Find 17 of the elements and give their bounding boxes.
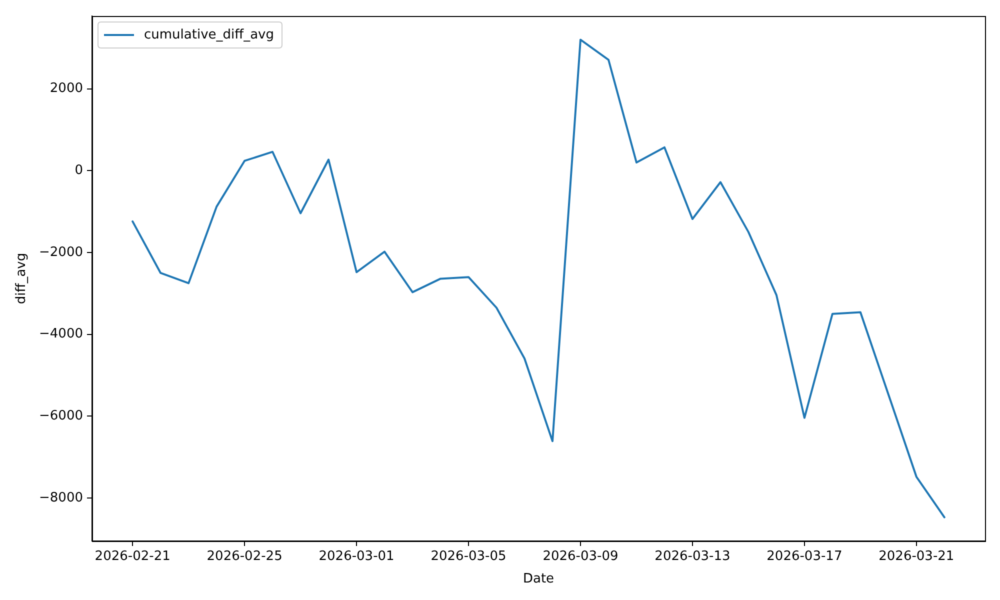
x-tick-label: 2026-03-09 [542,549,618,564]
y-tick-label: 0 [74,163,83,178]
y-tick-label: −4000 [39,326,83,342]
x-tick-label: 2026-03-21 [878,549,954,564]
x-tick-label: 2026-03-05 [430,549,506,564]
y-axis-title: diff_avg [14,252,30,304]
legend-label: cumulative_diff_avg [144,27,274,42]
x-tick-label: 2026-02-25 [206,549,282,564]
y-tick-label: −2000 [39,244,83,260]
x-tick-label: 2026-02-21 [94,549,170,564]
x-axis-title: Date [522,572,554,587]
x-tick-label: 2026-03-13 [654,549,730,564]
y-tick-label: −8000 [39,490,83,506]
x-tick-label: 2026-03-01 [318,549,394,564]
y-tick-label: 2000 [50,81,83,96]
x-tick-label: 2026-03-17 [766,549,842,564]
y-tick-label: −6000 [39,408,83,424]
